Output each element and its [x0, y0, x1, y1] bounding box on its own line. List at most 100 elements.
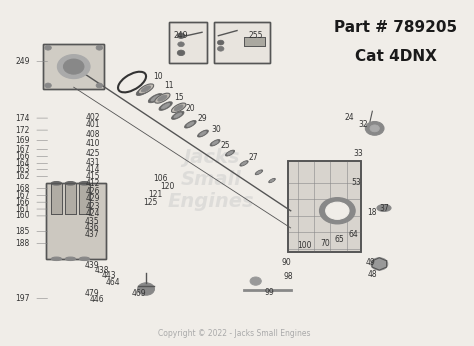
- Text: Cat 4DNX: Cat 4DNX: [355, 49, 437, 64]
- Circle shape: [365, 121, 384, 135]
- Bar: [244, 37, 265, 46]
- Text: 479: 479: [85, 289, 100, 298]
- Ellipse shape: [162, 103, 170, 109]
- Ellipse shape: [269, 179, 275, 183]
- Ellipse shape: [172, 111, 184, 119]
- Circle shape: [178, 42, 184, 47]
- Circle shape: [326, 202, 349, 219]
- Circle shape: [57, 55, 90, 79]
- Text: 197: 197: [15, 294, 30, 303]
- Text: 24: 24: [344, 113, 354, 122]
- Ellipse shape: [79, 182, 90, 185]
- Text: 65: 65: [335, 235, 345, 244]
- Text: 174: 174: [15, 113, 30, 122]
- Text: 64: 64: [349, 230, 358, 239]
- Circle shape: [177, 33, 185, 38]
- Ellipse shape: [155, 93, 170, 103]
- Ellipse shape: [159, 102, 172, 110]
- Text: 168: 168: [15, 184, 29, 193]
- Ellipse shape: [148, 93, 163, 103]
- Circle shape: [45, 45, 51, 50]
- Ellipse shape: [139, 88, 148, 94]
- Ellipse shape: [158, 95, 167, 101]
- Text: 164: 164: [15, 159, 30, 168]
- Circle shape: [371, 258, 388, 270]
- Bar: [79, 183, 90, 214]
- Text: 166: 166: [15, 152, 30, 161]
- Text: 25: 25: [220, 141, 230, 150]
- Ellipse shape: [184, 120, 196, 128]
- Text: 423: 423: [85, 202, 100, 211]
- Text: 11: 11: [164, 81, 174, 90]
- Bar: [44, 44, 104, 89]
- Bar: [214, 22, 270, 63]
- Text: 30: 30: [211, 125, 221, 134]
- Circle shape: [218, 46, 224, 51]
- Text: 436: 436: [85, 224, 100, 233]
- Text: 435: 435: [85, 217, 100, 226]
- Text: 169: 169: [15, 136, 30, 145]
- Ellipse shape: [256, 171, 261, 174]
- Bar: [46, 183, 106, 259]
- Ellipse shape: [79, 257, 90, 261]
- Text: Part # 789205: Part # 789205: [334, 20, 457, 35]
- Text: 167: 167: [15, 145, 30, 154]
- Bar: [51, 183, 62, 214]
- Bar: [288, 161, 361, 252]
- Ellipse shape: [241, 162, 246, 165]
- Text: 121: 121: [148, 190, 163, 199]
- Text: 98: 98: [283, 272, 293, 281]
- Circle shape: [250, 277, 261, 285]
- Circle shape: [96, 83, 103, 88]
- Circle shape: [218, 40, 224, 45]
- Bar: [214, 22, 270, 63]
- Text: 161: 161: [15, 204, 29, 213]
- Ellipse shape: [65, 257, 75, 261]
- Ellipse shape: [151, 95, 160, 101]
- Ellipse shape: [240, 161, 248, 166]
- Circle shape: [177, 50, 185, 56]
- Ellipse shape: [270, 179, 274, 182]
- Text: 424: 424: [85, 209, 100, 218]
- Text: 412: 412: [85, 180, 100, 189]
- Ellipse shape: [174, 113, 182, 118]
- Circle shape: [370, 125, 379, 132]
- Text: 106: 106: [153, 174, 167, 183]
- Circle shape: [96, 45, 103, 50]
- Ellipse shape: [187, 122, 194, 127]
- Circle shape: [45, 83, 51, 88]
- Ellipse shape: [210, 139, 220, 146]
- Circle shape: [319, 198, 355, 224]
- Text: 125: 125: [144, 198, 158, 207]
- Text: 464: 464: [106, 277, 121, 286]
- Text: 425: 425: [85, 148, 100, 157]
- Text: 100: 100: [297, 240, 312, 249]
- Text: 48: 48: [367, 270, 377, 279]
- Text: 410: 410: [85, 139, 100, 148]
- Text: 29: 29: [197, 114, 207, 123]
- Bar: [65, 183, 75, 214]
- Ellipse shape: [138, 84, 154, 94]
- Text: 99: 99: [265, 288, 274, 297]
- Ellipse shape: [51, 257, 62, 261]
- Bar: [65, 183, 75, 214]
- Text: Jacks
Small
Engines: Jacks Small Engines: [168, 148, 255, 211]
- Text: 469: 469: [132, 289, 146, 298]
- Ellipse shape: [212, 141, 218, 145]
- Text: 27: 27: [248, 153, 258, 162]
- Text: 49: 49: [365, 258, 375, 267]
- Text: 437: 437: [85, 230, 100, 239]
- Text: 120: 120: [160, 182, 174, 191]
- Bar: [169, 22, 207, 63]
- Text: 33: 33: [354, 148, 363, 157]
- Text: 162: 162: [15, 172, 29, 181]
- Text: 37: 37: [379, 203, 389, 212]
- Text: 188: 188: [15, 239, 29, 248]
- Ellipse shape: [226, 150, 235, 156]
- Text: 18: 18: [367, 208, 377, 217]
- Text: 401: 401: [85, 120, 100, 129]
- Text: 249: 249: [174, 31, 188, 40]
- Text: 53: 53: [351, 178, 361, 187]
- Text: 438: 438: [94, 266, 109, 275]
- Text: 90: 90: [281, 258, 291, 267]
